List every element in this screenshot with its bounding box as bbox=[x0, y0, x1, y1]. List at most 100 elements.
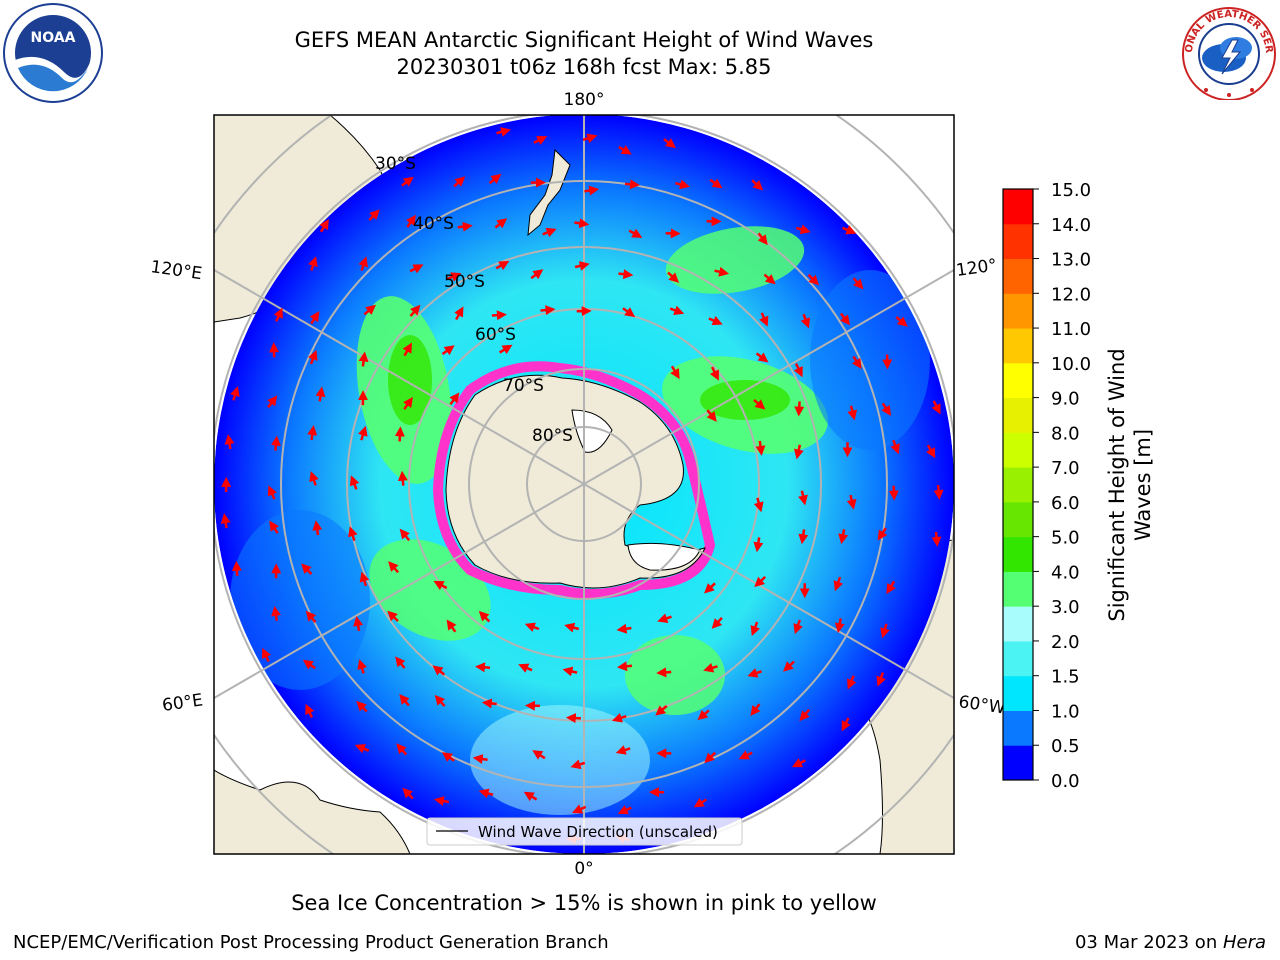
colorbar-tick-label: 6.0 bbox=[1051, 493, 1080, 514]
lat-label-50s: 50°S bbox=[444, 272, 485, 292]
noaa-logo-text: NOAA bbox=[31, 30, 76, 46]
wind-wave-arrow bbox=[791, 758, 806, 768]
wind-wave-arrow bbox=[562, 666, 578, 677]
wind-wave-arrow bbox=[616, 623, 632, 634]
colorbar-segment bbox=[1003, 328, 1033, 364]
colorbar-segment bbox=[1003, 675, 1033, 711]
wind-wave-arrow bbox=[354, 744, 370, 754]
wind-wave-arrow bbox=[663, 138, 677, 149]
wind-wave-arrow bbox=[453, 176, 466, 188]
wind-wave-arrow bbox=[795, 224, 811, 235]
wind-wave-arrow bbox=[617, 805, 632, 815]
wind-wave-arrow bbox=[877, 527, 888, 541]
colorbar-tick-label: 11.0 bbox=[1051, 319, 1091, 340]
colorbar-segment bbox=[1003, 571, 1033, 607]
wind-wave-arrow bbox=[800, 313, 811, 329]
wind-wave-arrow bbox=[763, 273, 776, 285]
colorbar-tick-label: 7.0 bbox=[1051, 458, 1080, 479]
wind-wave-arrow bbox=[574, 261, 590, 271]
wind-wave-arrow bbox=[657, 613, 672, 624]
wind-wave-arrow bbox=[888, 485, 899, 501]
wind-wave-arrow bbox=[670, 365, 680, 380]
wind-wave-arrow bbox=[357, 659, 367, 674]
wind-wave-arrow bbox=[750, 703, 761, 716]
wind-wave-arrow bbox=[267, 395, 278, 409]
wind-wave-arrow bbox=[224, 434, 235, 450]
wind-wave-arrow bbox=[446, 619, 457, 633]
wind-wave-arrow bbox=[738, 750, 753, 760]
wind-wave-arrow bbox=[441, 345, 455, 356]
wind-wave-arrow bbox=[714, 266, 730, 277]
wind-wave-arrow bbox=[454, 306, 464, 321]
wind-wave-arrow bbox=[794, 401, 805, 417]
wind-wave-arrow bbox=[656, 667, 672, 678]
wind-wave-arrow bbox=[397, 470, 408, 486]
wind-wave-arrow bbox=[747, 668, 762, 678]
wind-wave-arrow bbox=[356, 700, 368, 713]
wind-wave-arrow bbox=[799, 708, 811, 722]
wind-wave-arrow bbox=[931, 531, 942, 547]
colorbar-tick-label: 1.0 bbox=[1051, 701, 1080, 722]
wind-wave-arrow bbox=[842, 225, 857, 235]
wind-wave-arrow bbox=[798, 529, 809, 545]
footer-date-text: 03 Mar 2023 on bbox=[1074, 932, 1223, 953]
lon-label-120e: 120°E bbox=[149, 257, 203, 284]
sea-ice-caption: Sea Ice Concentration > 15% is shown in … bbox=[291, 891, 877, 915]
wind-wave-arrow bbox=[305, 703, 315, 719]
wind-wave-arrow bbox=[395, 656, 406, 669]
map-subtitle: 20230301 t06z 168h fcst Max: 5.85 bbox=[396, 55, 772, 79]
wind-wave-arrow bbox=[434, 694, 446, 707]
wind-wave-arrow bbox=[793, 363, 803, 378]
wind-wave-arrow bbox=[406, 214, 416, 228]
lon-label-60e: 60°E bbox=[161, 690, 204, 715]
wind-wave-arrow bbox=[704, 751, 716, 764]
wind-wave-arrow bbox=[518, 663, 533, 673]
wind-wave-arrow bbox=[315, 386, 326, 402]
wind-wave-arrow bbox=[308, 256, 318, 271]
wind-wave-arrow bbox=[394, 426, 405, 442]
wind-wave-arrow bbox=[841, 717, 851, 732]
wind-wave-arrow bbox=[564, 622, 580, 633]
wind-wave-arrow bbox=[852, 277, 864, 290]
wind-wave-arrow bbox=[615, 745, 631, 755]
colorbar-segment bbox=[1003, 362, 1033, 399]
wind-wave-arrow bbox=[309, 311, 320, 325]
lon-label-60w: 60°W bbox=[957, 692, 1006, 718]
wind-wave-arrow bbox=[783, 660, 795, 672]
colorbar-label-line2: Waves [m] bbox=[1131, 429, 1155, 541]
wind-wave-arrow bbox=[358, 256, 368, 271]
wind-wave-arrow bbox=[570, 759, 586, 770]
landmass-africa bbox=[214, 769, 411, 854]
wind-wave-arrow bbox=[757, 232, 768, 246]
wind-wave-arrow bbox=[711, 616, 723, 629]
wind-wave-arrow bbox=[542, 227, 557, 238]
footer-host: Hera bbox=[1222, 932, 1266, 953]
wind-wave-arrow bbox=[532, 750, 546, 760]
wind-wave-arrow bbox=[798, 490, 808, 506]
wind-wave-arrow bbox=[846, 494, 857, 510]
lat-label-70s: 70°S bbox=[503, 376, 544, 396]
colorbar-tick-label: 13.0 bbox=[1051, 250, 1091, 271]
wind-wave-arrow bbox=[523, 791, 538, 802]
colorbar-segment bbox=[1003, 467, 1033, 503]
wind-wave-arrow bbox=[446, 272, 462, 282]
wind-wave-arrow bbox=[582, 133, 598, 144]
wind-wave-arrow bbox=[933, 484, 944, 500]
wind-wave-arrow bbox=[308, 349, 318, 365]
wind-wave-arrow bbox=[807, 273, 820, 286]
colorbar-segment bbox=[1003, 223, 1033, 260]
wind-wave-arrow bbox=[753, 497, 764, 513]
colorbar-segment bbox=[1003, 432, 1033, 468]
colorbar-segment bbox=[1003, 745, 1033, 781]
footer-date: 03 Mar 2023 on Hera bbox=[1075, 932, 1266, 953]
wind-wave-arrow bbox=[399, 694, 410, 707]
colorbar-tick-label: 8.0 bbox=[1051, 423, 1080, 444]
landmass-new-zealand bbox=[527, 148, 571, 237]
lat-label-40s: 40°S bbox=[413, 214, 454, 234]
wind-wave-arrow bbox=[750, 621, 761, 637]
colorbar-segment bbox=[1003, 501, 1033, 538]
legend-label: Wind Wave Direction (unscaled) bbox=[478, 823, 718, 841]
wind-wave-arrow bbox=[611, 712, 627, 723]
wind-wave-arrow bbox=[530, 269, 544, 280]
